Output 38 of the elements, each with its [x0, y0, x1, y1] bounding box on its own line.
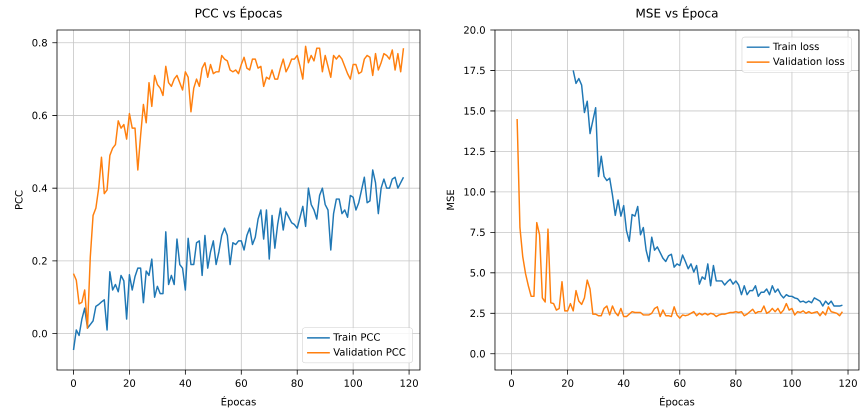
y-axis-title: PCC	[15, 190, 23, 210]
y-tick-label: 0.0	[470, 350, 485, 358]
x-tick-label: 40	[618, 379, 630, 387]
y-tick-label: 15.0	[464, 107, 485, 115]
x-tick-label: 60	[674, 379, 686, 387]
legend-label: Validation loss	[772, 57, 844, 66]
y-tick-label: 0.8	[32, 39, 47, 47]
x-tick-label: 80	[292, 379, 303, 387]
y-tick-label: 0.4	[32, 184, 48, 192]
x-tick-label: 40	[179, 379, 192, 387]
x-tick-label: 20	[562, 379, 574, 387]
legend-label: Train loss	[772, 42, 819, 50]
x-tick-label: 100	[784, 379, 801, 387]
y-tick-label: 5.0	[470, 269, 485, 277]
y-tick-label: 12.5	[464, 148, 485, 156]
y-tick-label: 2.5	[470, 310, 485, 318]
y-tick-label: 7.5	[470, 228, 485, 236]
y-tick-label: 0.2	[32, 257, 47, 265]
y-axis-title: MSE	[446, 190, 454, 210]
legend-label: Train PCC	[333, 333, 380, 341]
x-axis-title: Épocas	[660, 396, 694, 408]
x-tick-label: 100	[344, 379, 362, 387]
x-tick-label: 80	[730, 379, 742, 387]
chart-title: PCC vs Épocas	[196, 6, 282, 20]
x-tick-label: 60	[236, 379, 247, 387]
x-tick-label: 0	[70, 379, 76, 387]
x-tick-label: 20	[124, 379, 136, 387]
y-tick-label: 0.0	[32, 330, 47, 338]
y-tick-label: 10.0	[464, 188, 485, 196]
x-tick-label: 120	[400, 379, 418, 387]
x-tick-label: 0	[509, 379, 514, 387]
y-tick-label: 0.6	[32, 112, 47, 120]
y-tick-label: 17.5	[464, 66, 485, 74]
y-tick-label: 20.0	[464, 26, 485, 34]
legend-label: Validation PCC	[333, 348, 406, 356]
x-axis-title: Épocas	[222, 396, 256, 408]
chart-title: MSE vs Época	[636, 6, 718, 20]
x-tick-label: 120	[840, 379, 857, 387]
